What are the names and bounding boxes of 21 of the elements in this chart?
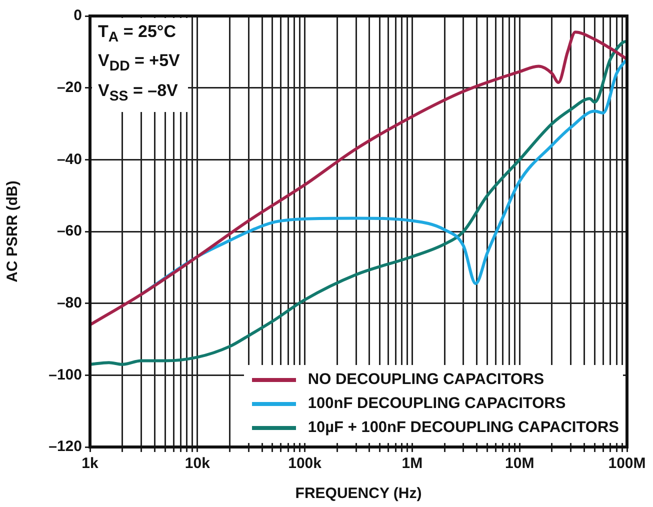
x-tick-label: 100M	[608, 455, 646, 472]
x-axis-title: FREQUENCY (Hz)	[295, 485, 422, 502]
annotation: V$_{SS}$ = –8V	[98, 80, 179, 106]
y-tick-label: –20	[56, 78, 82, 96]
y-tick-label: –120	[48, 438, 82, 456]
annotation: T$_{A}$ = 25°C	[98, 21, 177, 48]
y-tick-label: –60	[56, 222, 82, 240]
legend-label: NO DECOUPLING CAPACITORS	[308, 371, 544, 389]
x-tick-label: 1k	[82, 455, 99, 472]
x-tick-label: 10M	[505, 455, 534, 472]
y-tick-label: 0	[74, 7, 82, 24]
y-axis-title: AC PSRR (dB)	[4, 180, 22, 282]
y-tick-label: –80	[56, 294, 82, 312]
legend-label: 100nF DECOUPLING CAPACITORS	[308, 395, 566, 413]
x-tick-label: 100k	[288, 455, 322, 472]
x-tick-label: 1M	[402, 455, 423, 472]
y-tick-label: –40	[56, 150, 82, 168]
annotation: V$_{DD}$ = +5V	[98, 50, 180, 77]
y-tick-label: –100	[48, 366, 82, 384]
x-tick-label: 10k	[184, 455, 211, 472]
legend-label: 10µF + 100nF DECOUPLING CAPACITORS	[308, 419, 619, 437]
